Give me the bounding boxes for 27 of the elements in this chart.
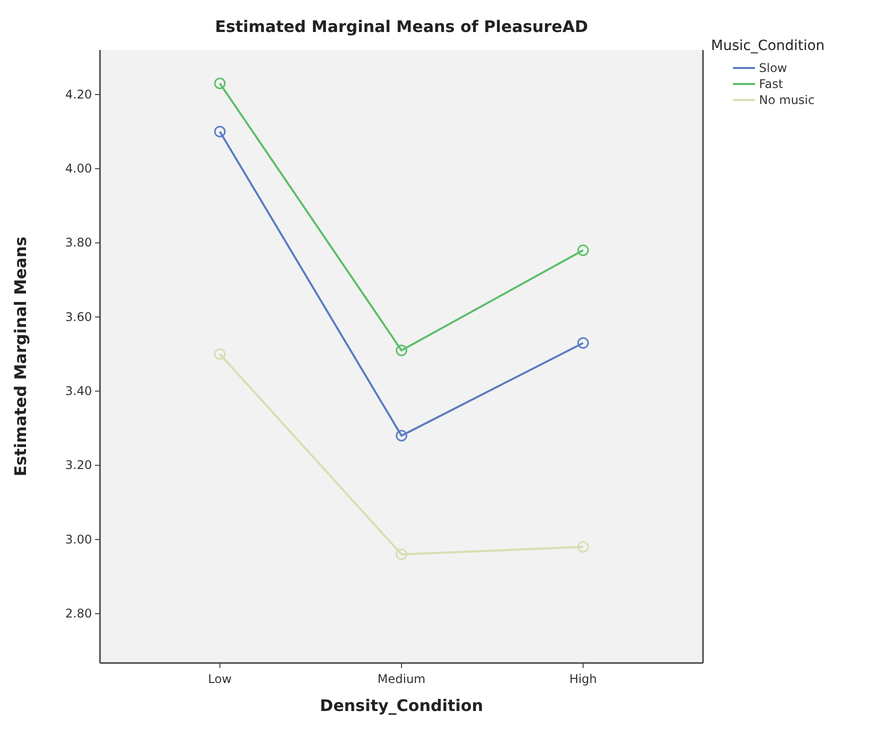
point [396, 548, 408, 560]
x-tick-label: Low [208, 672, 232, 686]
legend-title: Music_Condition [711, 38, 825, 54]
y-tick-label: 3.60 [65, 310, 92, 324]
legend-label: Slow [759, 61, 788, 76]
point [577, 337, 589, 349]
y-tick-label: 3.40 [65, 384, 92, 398]
x-tick-label: Medium [378, 672, 426, 686]
point [396, 430, 408, 442]
x-axis-title: Density_Condition [320, 696, 484, 715]
y-tick-label: 3.00 [65, 532, 92, 546]
y-tick-label: 3.20 [65, 458, 92, 472]
point [214, 126, 226, 138]
y-axis-title: Estimated Marginal Means [11, 236, 30, 476]
point [214, 348, 226, 360]
y-tick-label: 3.80 [65, 236, 92, 250]
legend-label: No music [759, 93, 815, 108]
y-tick-label: 4.20 [65, 87, 92, 102]
point [396, 344, 408, 356]
y-tick-label: 4.00 [65, 162, 92, 176]
point [214, 78, 226, 90]
legend-label: Fast [759, 77, 784, 92]
x-tick-label: High [569, 672, 597, 686]
y-tick-label: 2.80 [65, 606, 92, 621]
point [577, 244, 589, 256]
point [577, 541, 589, 553]
chart-title: Estimated Marginal Means of PleasureAD [214, 17, 588, 36]
